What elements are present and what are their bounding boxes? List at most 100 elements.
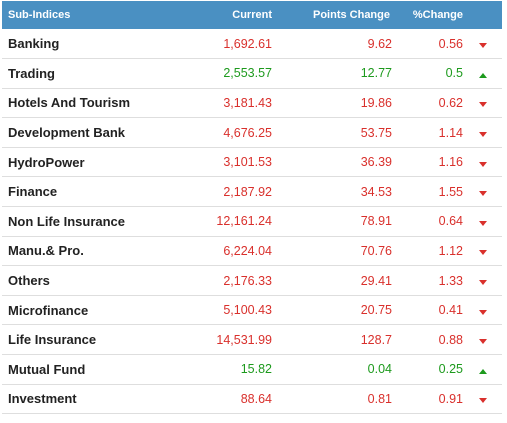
header-row: Sub-Indices Current Points Change %Chang… — [2, 1, 502, 29]
points-change-value: 0.81 — [367, 391, 392, 406]
pct-change-value: 0.88 — [438, 332, 463, 347]
current-value: 1,692.61 — [223, 36, 272, 51]
down-arrow-icon — [478, 161, 487, 167]
sub-index-name[interactable]: Trading — [8, 65, 55, 81]
direction-cell — [463, 88, 502, 118]
pct-change-value: 0.5 — [445, 66, 463, 81]
down-arrow-icon — [478, 132, 487, 138]
points-change-value: 78.91 — [360, 214, 392, 229]
sub-index-name[interactable]: Non Life Insurance — [8, 213, 126, 229]
table-row[interactable]: Banking 1,692.61 9.62 0.56 — [2, 29, 502, 59]
table-row[interactable]: HydroPower 3,101.53 36.39 1.16 — [2, 147, 502, 177]
sub-index-name[interactable]: Finance — [8, 184, 58, 200]
direction-cell — [463, 29, 502, 59]
points-change-value: 34.53 — [360, 184, 392, 199]
pct-change-value: 0.91 — [438, 391, 463, 406]
current-value: 14,531.99 — [216, 332, 272, 347]
current-value: 4,676.25 — [223, 125, 272, 140]
pct-change-value: 1.55 — [438, 184, 463, 199]
pct-change-value: 0.25 — [438, 362, 463, 377]
down-arrow-icon — [478, 102, 487, 108]
current-value: 15.82 — [240, 362, 272, 377]
points-change-value: 9.62 — [367, 36, 392, 51]
points-change-value: 20.75 — [360, 303, 392, 318]
points-change-value: 70.76 — [360, 243, 392, 258]
pct-change-value: 1.14 — [438, 125, 463, 140]
down-arrow-icon — [478, 339, 487, 345]
sub-indices-table: Sub-Indices Current Points Change %Chang… — [2, 1, 502, 414]
sub-indices-widget: Sub-Indices Current Points Change %Chang… — [2, 1, 502, 414]
pct-change-value: 0.56 — [438, 36, 463, 51]
direction-cell — [463, 295, 502, 325]
column-header-sub-indices[interactable]: Sub-Indices — [2, 1, 182, 29]
current-value: 5,100.43 — [223, 303, 272, 318]
table-row[interactable]: Mutual Fund 15.82 0.04 0.25 — [2, 355, 502, 385]
sub-index-name[interactable]: Life Insurance — [8, 332, 97, 348]
current-value: 3,181.43 — [223, 95, 272, 110]
sub-index-name[interactable]: Mutual Fund — [8, 361, 86, 377]
direction-cell — [463, 59, 502, 89]
pct-change-value: 0.64 — [438, 214, 463, 229]
table-body: Banking 1,692.61 9.62 0.56 Trading 2,553.57 12… — [2, 29, 502, 414]
direction-cell — [463, 325, 502, 355]
pct-change-value: 1.12 — [438, 243, 463, 258]
up-arrow-icon — [478, 72, 487, 78]
column-header-direction — [463, 1, 502, 29]
down-arrow-icon — [478, 43, 487, 49]
points-change-value: 12.77 — [360, 66, 392, 81]
current-value: 88.64 — [240, 391, 272, 406]
table-header: Sub-Indices Current Points Change %Chang… — [2, 1, 502, 29]
down-arrow-icon — [478, 191, 487, 197]
direction-cell — [463, 207, 502, 237]
points-change-value: 128.7 — [360, 332, 392, 347]
sub-index-name[interactable]: Others — [8, 273, 50, 289]
current-value: 6,224.04 — [223, 243, 272, 258]
sub-index-name[interactable]: Development Bank — [8, 125, 126, 141]
sub-index-name[interactable]: Microfinance — [8, 302, 89, 318]
pct-change-value: 0.62 — [438, 95, 463, 110]
points-change-value: 53.75 — [360, 125, 392, 140]
table-row[interactable]: Trading 2,553.57 12.77 0.5 — [2, 59, 502, 89]
down-arrow-icon — [478, 280, 487, 286]
current-value: 12,161.24 — [216, 214, 272, 229]
down-arrow-icon — [478, 309, 487, 315]
points-change-value: 36.39 — [360, 155, 392, 170]
table-row[interactable]: Microfinance 5,100.43 20.75 0.41 — [2, 295, 502, 325]
current-value: 2,553.57 — [223, 66, 272, 81]
direction-cell — [463, 355, 502, 385]
sub-index-name[interactable]: Banking — [8, 36, 60, 52]
direction-cell — [463, 266, 502, 296]
down-arrow-icon — [478, 250, 487, 256]
pct-change-value: 0.41 — [438, 303, 463, 318]
direction-cell — [463, 147, 502, 177]
points-change-value: 19.86 — [360, 95, 392, 110]
points-change-value: 29.41 — [360, 273, 392, 288]
column-header-current[interactable]: Current — [182, 1, 272, 29]
table-row[interactable]: Investment 88.64 0.81 0.91 — [2, 384, 502, 414]
sub-index-name[interactable]: HydroPower — [8, 154, 85, 170]
pct-change-value: 1.33 — [438, 273, 463, 288]
table-row[interactable]: Non Life Insurance 12,161.24 78.91 0.64 — [2, 207, 502, 237]
table-row[interactable]: Others 2,176.33 29.41 1.33 — [2, 266, 502, 296]
pct-change-value: 1.16 — [438, 155, 463, 170]
points-change-value: 0.04 — [367, 362, 392, 377]
sub-index-name[interactable]: Investment — [8, 391, 77, 407]
current-value: 3,101.53 — [223, 155, 272, 170]
column-header-points-change[interactable]: Points Change — [272, 1, 392, 29]
up-arrow-icon — [478, 368, 487, 374]
sub-index-name[interactable]: Hotels And Tourism — [8, 95, 131, 111]
direction-cell — [463, 118, 502, 148]
direction-cell — [463, 384, 502, 414]
table-row[interactable]: Hotels And Tourism 3,181.43 19.86 0.62 — [2, 88, 502, 118]
current-value: 2,176.33 — [223, 273, 272, 288]
table-row[interactable]: Life Insurance 14,531.99 128.7 0.88 — [2, 325, 502, 355]
direction-cell — [463, 177, 502, 207]
down-arrow-icon — [478, 398, 487, 404]
table-row[interactable]: Manu.& Pro. 6,224.04 70.76 1.12 — [2, 236, 502, 266]
sub-index-name[interactable]: Manu.& Pro. — [8, 243, 84, 259]
current-value: 2,187.92 — [223, 184, 272, 199]
down-arrow-icon — [478, 220, 487, 226]
table-row[interactable]: Finance 2,187.92 34.53 1.55 — [2, 177, 502, 207]
column-header-pct-change[interactable]: %Change — [392, 1, 463, 29]
table-row[interactable]: Development Bank 4,676.25 53.75 1.14 — [2, 118, 502, 148]
